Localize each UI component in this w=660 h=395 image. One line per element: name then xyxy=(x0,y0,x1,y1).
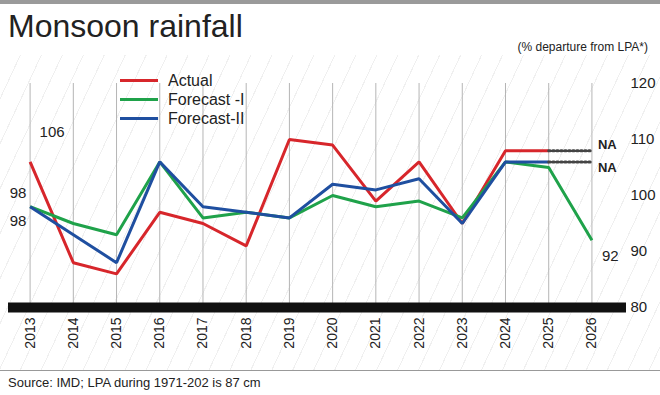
svg-text:106: 106 xyxy=(40,123,65,140)
svg-text:2025: 2025 xyxy=(540,317,556,348)
svg-text:2021: 2021 xyxy=(367,317,383,348)
svg-text:2017: 2017 xyxy=(194,317,210,348)
html-text:Forecast-II: Forecast-II xyxy=(168,109,245,127)
svg-text:2024: 2024 xyxy=(497,317,513,348)
svg-text:2016: 2016 xyxy=(151,317,167,348)
html-text:Forecast -I: Forecast -I xyxy=(168,90,245,108)
svg-text:2015: 2015 xyxy=(108,317,124,348)
svg-text:80: 80 xyxy=(631,298,648,315)
svg-text:110: 110 xyxy=(631,130,655,147)
svg-text:NA: NA xyxy=(598,160,617,175)
svg-text:90: 90 xyxy=(631,242,648,259)
svg-text:98: 98 xyxy=(10,212,27,229)
html-text:(% departure from LPA*): (% departure from LPA*) xyxy=(517,40,648,54)
html-text:Source: IMD; LPA during 1971-2: Source: IMD; LPA during 1971-202 is 87 c… xyxy=(8,375,261,390)
svg-text:2022: 2022 xyxy=(411,317,427,348)
svg-text:2026: 2026 xyxy=(583,317,599,348)
svg-text:2020: 2020 xyxy=(324,317,340,348)
svg-text:98: 98 xyxy=(10,184,27,201)
svg-text:100: 100 xyxy=(631,186,656,203)
svg-text:2018: 2018 xyxy=(238,317,254,348)
html-text:Monsoon rainfall: Monsoon rainfall xyxy=(8,8,243,44)
svg-text:2023: 2023 xyxy=(454,317,470,348)
svg-text:92: 92 xyxy=(602,247,619,264)
svg-text:120: 120 xyxy=(631,74,656,91)
svg-text:2014: 2014 xyxy=(65,317,81,348)
svg-text:NA: NA xyxy=(598,137,617,152)
svg-text:2019: 2019 xyxy=(281,317,297,348)
html-text:Actual: Actual xyxy=(168,71,213,89)
svg-text:2013: 2013 xyxy=(22,317,38,348)
